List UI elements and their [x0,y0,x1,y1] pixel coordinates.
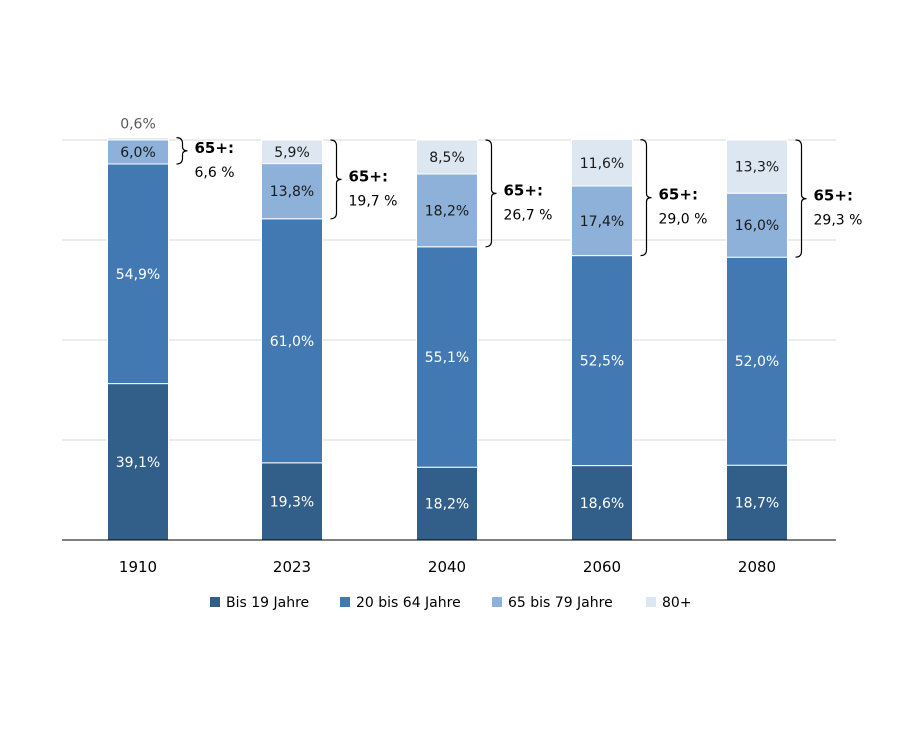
data-label: 0,6% [120,117,156,133]
brace-icon [176,137,188,165]
bar-segment-65-bis-79-jahre [416,173,478,248]
legend-label: Bis 19 Jahre [226,595,309,611]
brace-icon [330,139,342,220]
bar-segment-80- [107,137,169,141]
bar-segment-bis-19-jahre [107,383,169,541]
data-label: 52,5% [580,354,624,370]
data-label: 54,9% [116,267,160,283]
data-label: 13,3% [735,160,779,176]
bar-segment-80- [726,139,788,194]
bar-stack-2060: 18,6% 52,5% 17,4% 11,6% [571,139,633,541]
data-label: 18,2% [425,497,469,513]
annotation-value: 29,3 % [814,213,863,229]
bar-stack-2040: 18,2% 55,1% 18,2% 8,5% [416,139,478,541]
legend-swatch [492,597,502,607]
data-label: 11,6% [580,156,624,172]
bar-segment-65-bis-79-jahre [571,185,633,257]
annotation-65plus-2060: 65+: 29,0 % [640,139,708,257]
data-label: 39,1% [116,455,160,471]
bar-segment-bis-19-jahre [571,465,633,541]
annotation-value: 6,6 % [195,165,235,181]
data-label: 55,1% [425,350,469,366]
legend-swatch [340,597,350,607]
bar-segment-20-bis-64-jahre [261,218,323,464]
data-label: 18,7% [735,496,779,512]
data-label: 8,5% [429,150,465,166]
legend-label: 65 bis 79 Jahre [508,595,613,611]
data-label: 61,0% [270,334,314,350]
legend-label: 80+ [662,595,692,611]
bar-segment-80- [571,139,633,187]
data-label: 18,2% [425,203,469,219]
annotation-title: 65+: [504,181,543,199]
annotation-value: 19,7 % [349,193,398,209]
brace-icon [795,139,807,258]
annotation-value: 26,7 % [504,207,553,223]
legend: Bis 19 Jahre 20 bis 64 Jahre 65 bis 79 Jah… [210,595,692,611]
legend-item: Bis 19 Jahre [210,595,309,611]
bar-segment-bis-19-jahre [726,464,788,541]
bar-segment-65-bis-79-jahre [726,192,788,258]
bar-segment-bis-19-jahre [416,466,478,541]
x-tick-label: 2040 [428,558,466,576]
bar-segment-20-bis-64-jahre [571,255,633,467]
annotation-65plus-1910: 65+: 6,6 % [176,137,235,181]
bar-segment-80- [416,139,478,175]
annotation-title: 65+: [659,186,698,204]
bar-segment-bis-19-jahre [261,462,323,541]
x-tick-label: 2060 [583,558,621,576]
x-tick-label: 1910 [119,558,157,576]
annotation-65plus-2080: 65+: 29,3 % [795,139,863,258]
x-tick-label: 2080 [738,558,776,576]
legend-swatch [646,597,656,607]
x-tick-label: 2023 [273,558,311,576]
bar-segment-20-bis-64-jahre [726,256,788,466]
legend-item: 65 bis 79 Jahre [492,595,613,611]
annotation-65plus-2040: 65+: 26,7 % [485,139,553,248]
data-label: 13,8% [270,184,314,200]
data-label: 5,9% [274,145,310,161]
data-label: 6,0% [120,145,156,161]
annotation-65plus-2023: 65+: 19,7 % [330,139,398,220]
legend-label: 20 bis 64 Jahre [356,595,461,611]
data-label: 19,3% [270,494,314,510]
bar-segment-65-bis-79-jahre [261,163,323,220]
data-label: 18,6% [580,496,624,512]
annotation-title: 65+: [195,139,234,157]
annotation-title: 65+: [349,167,388,185]
annotation-value: 29,0 % [659,212,708,228]
bar-stack-1910: 39,1% 54,9% 6,0% 0,6% [107,117,169,541]
bar-segment-65-bis-79-jahre [107,139,169,165]
annotations: 65+:6,6 % 65+:19,7 %65+:26,7 %65+:29,0 %6… [176,137,863,258]
bar-segment-20-bis-64-jahre [416,246,478,468]
bar-stack-2023: 19,3% 61,0% 13,8% 5,9% [261,139,323,541]
legend-swatch [210,597,220,607]
annotation-title: 65+: [814,187,853,205]
bar-stacks: 39,1% 54,9% 6,0% 0,6% 19,3% 61,0% 13,8% 5,9% 18,… [107,117,788,541]
x-axis-tick-labels: 1910 2023 2040 2060 2080 [119,558,776,576]
brace-icon [485,139,497,248]
brace-icon [640,139,652,257]
data-label: 17,4% [580,214,624,230]
data-label: 16,0% [735,218,779,234]
data-label: 52,0% [735,354,779,370]
bar-segment-80- [261,139,323,165]
legend-item: 80+ [646,595,692,611]
legend-item: 20 bis 64 Jahre [340,595,461,611]
bar-stack-2080: 18,7% 52,0% 16,0% 13,3% [726,139,788,541]
